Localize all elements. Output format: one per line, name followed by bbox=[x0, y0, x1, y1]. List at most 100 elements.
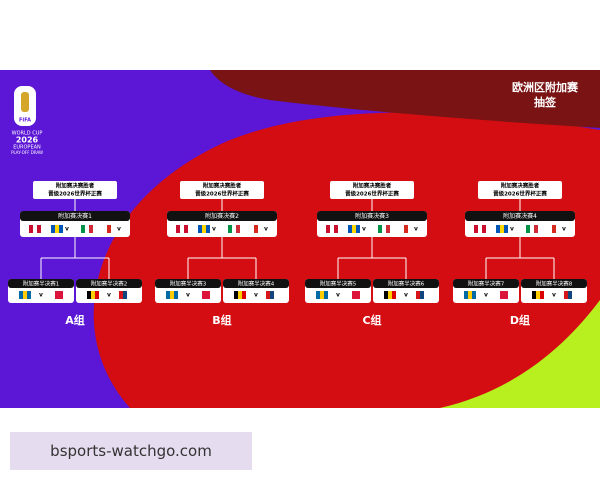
semi-header bbox=[305, 279, 371, 288]
semi-label: 附加赛半决赛5 bbox=[320, 280, 357, 288]
flag bbox=[416, 291, 420, 299]
logo-line: WORLD CUP bbox=[12, 131, 43, 137]
versus: v bbox=[186, 292, 190, 299]
flag bbox=[103, 225, 107, 233]
flag bbox=[202, 291, 206, 299]
flag bbox=[198, 225, 202, 233]
flag bbox=[180, 225, 184, 233]
flag bbox=[330, 225, 334, 233]
final-header bbox=[20, 211, 130, 221]
versus: v bbox=[65, 226, 69, 233]
green-shape bbox=[440, 300, 600, 408]
group-label: A组 bbox=[65, 313, 85, 327]
winner-text: 附加赛决赛胜者 bbox=[353, 182, 392, 190]
flag bbox=[388, 291, 392, 299]
semi-label: 附加赛半决赛2 bbox=[91, 280, 128, 288]
flag bbox=[27, 291, 31, 299]
flag bbox=[324, 291, 328, 299]
flag bbox=[37, 225, 41, 233]
versus: v bbox=[336, 292, 340, 299]
flag bbox=[87, 291, 91, 299]
flag bbox=[468, 291, 472, 299]
winner-box bbox=[33, 181, 117, 199]
logo-trophy-gold bbox=[21, 92, 29, 112]
winner-text: 附加赛决赛胜者 bbox=[56, 182, 95, 190]
versus: v bbox=[117, 226, 121, 233]
poster: 欧洲区附加赛 抽签 FIFA WORLD CUP 2026 EUROPEAN P… bbox=[0, 70, 600, 408]
flag bbox=[326, 225, 330, 233]
flag bbox=[170, 291, 174, 299]
flag bbox=[496, 225, 500, 233]
flag bbox=[424, 291, 428, 299]
dark-red-shape bbox=[210, 70, 600, 128]
versus: v bbox=[39, 292, 43, 299]
flag bbox=[404, 225, 408, 233]
group-label: B组 bbox=[212, 313, 231, 327]
flag bbox=[536, 291, 540, 299]
flag bbox=[348, 225, 352, 233]
final-header bbox=[317, 211, 427, 221]
flag bbox=[274, 291, 278, 299]
flag bbox=[564, 291, 568, 299]
flag bbox=[320, 291, 324, 299]
winner-text: 附加赛决赛胜者 bbox=[501, 182, 540, 190]
flag bbox=[234, 291, 238, 299]
flag bbox=[568, 291, 572, 299]
flag bbox=[119, 291, 123, 299]
flag bbox=[238, 291, 242, 299]
flag bbox=[500, 225, 504, 233]
versus: v bbox=[510, 226, 514, 233]
flag bbox=[548, 225, 552, 233]
logo-line: PLAY-OFF DRAW bbox=[11, 150, 43, 155]
flag bbox=[91, 291, 95, 299]
semi-label: 附加赛半决赛8 bbox=[536, 280, 573, 288]
final-header bbox=[167, 211, 277, 221]
versus: v bbox=[552, 292, 556, 299]
versus: v bbox=[484, 292, 488, 299]
flag bbox=[29, 225, 33, 233]
flag bbox=[23, 291, 27, 299]
flag bbox=[184, 225, 188, 233]
flag bbox=[356, 225, 360, 233]
flag bbox=[19, 291, 23, 299]
flag bbox=[500, 291, 504, 299]
flag bbox=[334, 225, 338, 233]
flag bbox=[420, 291, 424, 299]
flag bbox=[464, 291, 468, 299]
flag bbox=[206, 291, 210, 299]
final-label: 附加赛决赛1 bbox=[58, 212, 92, 220]
flag bbox=[107, 225, 111, 233]
flag bbox=[532, 291, 536, 299]
versus: v bbox=[107, 292, 111, 299]
versus: v bbox=[212, 226, 216, 233]
flag bbox=[352, 225, 356, 233]
flag bbox=[254, 225, 258, 233]
flag bbox=[556, 225, 560, 233]
flag bbox=[111, 225, 115, 233]
final-header bbox=[465, 211, 575, 221]
flag bbox=[242, 291, 246, 299]
logo-line: EUROPEAN bbox=[13, 145, 41, 151]
flag bbox=[352, 291, 356, 299]
semi-header bbox=[8, 279, 74, 288]
semi-header bbox=[76, 279, 142, 288]
semi-header bbox=[223, 279, 289, 288]
flag bbox=[198, 291, 202, 299]
winner-text: 晋级2026世界杯正赛 bbox=[345, 190, 399, 198]
flag bbox=[85, 225, 89, 233]
logo-fifa: FIFA bbox=[19, 118, 31, 124]
winner-box bbox=[478, 181, 562, 199]
semi-header bbox=[373, 279, 439, 288]
flag bbox=[530, 225, 534, 233]
flag bbox=[504, 225, 508, 233]
flag bbox=[127, 291, 131, 299]
flag bbox=[232, 225, 236, 233]
title: 欧洲区附加赛 bbox=[512, 80, 579, 94]
semi-label: 附加赛半决赛7 bbox=[468, 280, 505, 288]
flag bbox=[59, 291, 63, 299]
semi-header bbox=[155, 279, 221, 288]
flag bbox=[526, 225, 530, 233]
flag bbox=[400, 225, 404, 233]
flag bbox=[51, 291, 55, 299]
